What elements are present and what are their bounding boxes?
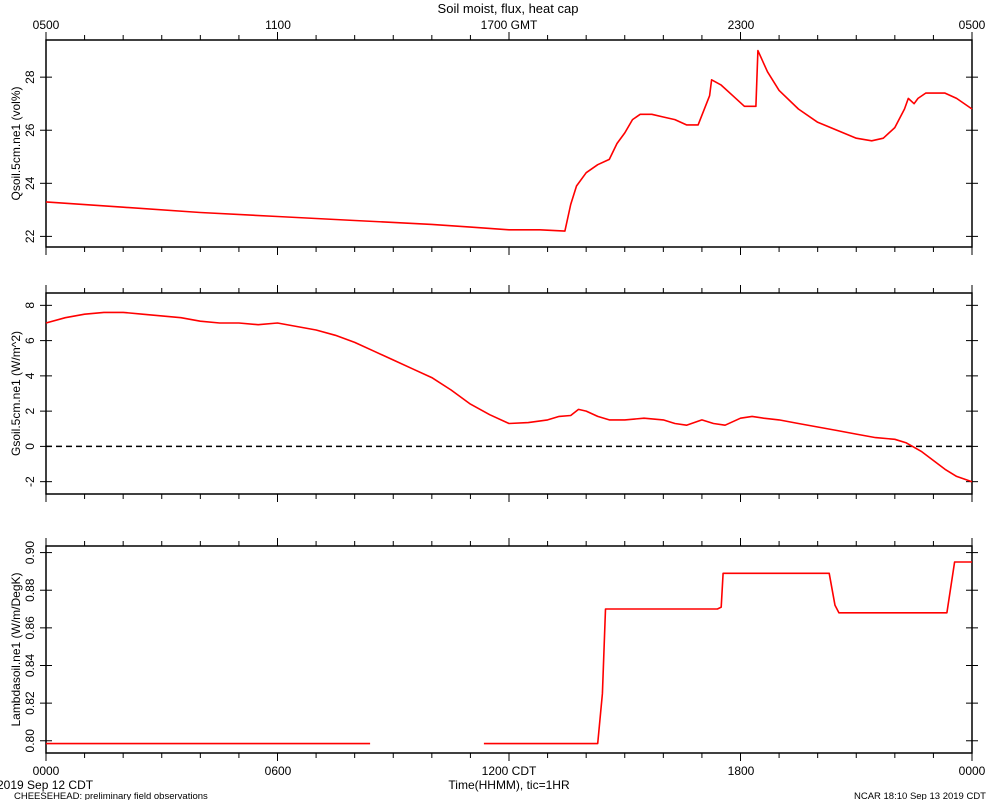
series-line <box>45 49 973 232</box>
y-tick-label: 28 <box>23 70 37 84</box>
chart-title: Soil moist, flux, heat cap <box>438 1 579 16</box>
y-tick-label: 8 <box>23 302 37 309</box>
top-axis-tick-label: 0500 <box>33 18 60 32</box>
start-date-label: 2019 Sep 12 CDT <box>0 778 94 792</box>
y-axis-label: Lambdasoil.ne1 (W/m/DegK) <box>9 572 23 726</box>
footer-timestamp: NCAR 18:10 Sep 13 2019 CDT <box>854 791 986 800</box>
y-tick-label: 0.90 <box>23 541 37 565</box>
bottom-axis-tick-label: 1200 CDT <box>482 764 537 778</box>
top-time-axis: 0500 1100 1700 GMT 2300 0500 <box>33 18 986 32</box>
y-axis-label: Qsoil.5cm.ne1 (vol%) <box>9 86 23 200</box>
bottom-axis-tick-label: 0000 <box>959 764 986 778</box>
chart-panel: -2 0 2 4 6 8 Gsoil.5cm.ne1 (W/m^2) <box>9 285 978 502</box>
series-line <box>483 561 972 745</box>
y-tick-label: 0.84 <box>23 653 37 677</box>
bottom-axis-tick-label: 0000 <box>33 764 60 778</box>
y-tick-label: 2 <box>23 407 37 414</box>
y-tick-label: 24 <box>23 176 37 190</box>
y-tick-label: 0.88 <box>23 578 37 602</box>
top-axis-tick-label: 0500 <box>959 18 986 32</box>
y-tick-label: 0 <box>23 443 37 450</box>
series-line <box>45 311 973 483</box>
y-tick-label: 0.80 <box>23 729 37 753</box>
footer-source-note: CHEESEHEAD: preliminary field observatio… <box>14 791 208 800</box>
y-tick-label: 4 <box>23 372 37 379</box>
y-tick-label: 6 <box>23 337 37 344</box>
bottom-axis-tick-label: 1800 <box>728 764 755 778</box>
y-tick-label: 0.82 <box>23 691 37 715</box>
y-tick-label: 26 <box>23 123 37 137</box>
x-axis-label: Time(HHMM), tic=1HR <box>448 778 570 792</box>
bottom-axis-tick-label: 0600 <box>265 764 292 778</box>
y-axis-label: Gsoil.5cm.ne1 (W/m^2) <box>9 331 23 456</box>
y-tick-label: -2 <box>23 476 37 487</box>
y-tick-label: 0.86 <box>23 616 37 640</box>
y-tick-label: 22 <box>23 229 37 243</box>
bottom-time-axis: 0000 0600 1200 CDT 1800 0000 <box>33 764 986 778</box>
top-axis-tick-label: 1700 GMT <box>481 18 538 32</box>
top-axis-tick-label: 2300 <box>728 18 755 32</box>
top-axis-tick-label: 1100 <box>265 18 291 32</box>
